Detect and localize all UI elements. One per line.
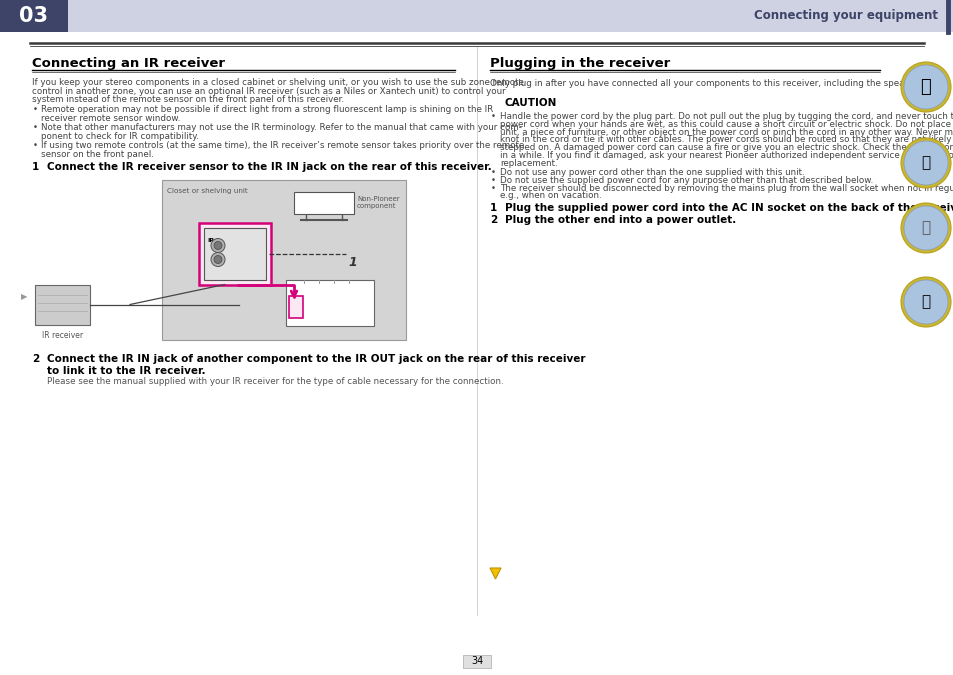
Text: to link it to the IR receiver.: to link it to the IR receiver. bbox=[47, 365, 206, 375]
Text: •: • bbox=[33, 124, 38, 132]
Circle shape bbox=[903, 280, 947, 324]
Text: 🔤: 🔤 bbox=[921, 294, 929, 310]
Text: •: • bbox=[491, 176, 496, 184]
FancyBboxPatch shape bbox=[162, 180, 406, 340]
Text: Plugging in the receiver: Plugging in the receiver bbox=[490, 57, 670, 70]
Text: Do not use any power cord other than the one supplied with this unit.: Do not use any power cord other than the… bbox=[499, 167, 803, 177]
Text: CAUTION: CAUTION bbox=[504, 97, 557, 107]
Text: Plug the supplied power cord into the AC IN socket on the back of the receiver.: Plug the supplied power cord into the AC… bbox=[504, 203, 953, 213]
Text: The receiver should be disconnected by removing the mains plug from the wall soc: The receiver should be disconnected by r… bbox=[499, 184, 953, 192]
Text: 📱: 📱 bbox=[921, 155, 929, 171]
Text: ponent to check for IR compatibility.: ponent to check for IR compatibility. bbox=[41, 132, 198, 141]
Circle shape bbox=[900, 277, 950, 327]
Text: ❓: ❓ bbox=[921, 221, 929, 236]
Text: system instead of the remote sensor on the front panel of this receiver.: system instead of the remote sensor on t… bbox=[32, 95, 344, 104]
Text: 1: 1 bbox=[490, 203, 497, 213]
Text: 1: 1 bbox=[348, 256, 356, 269]
Text: 03: 03 bbox=[19, 6, 49, 26]
Text: stepped on. A damaged power cord can cause a fire or give you an electric shock.: stepped on. A damaged power cord can cau… bbox=[499, 143, 953, 152]
Circle shape bbox=[900, 203, 950, 253]
FancyBboxPatch shape bbox=[286, 279, 374, 325]
Text: Please see the manual supplied with your IR receiver for the type of cable neces: Please see the manual supplied with your… bbox=[47, 377, 503, 385]
Text: control in another zone, you can use an optional IR receiver (such as a Niles or: control in another zone, you can use an … bbox=[32, 86, 505, 95]
Text: •: • bbox=[491, 184, 496, 192]
Text: If you keep your stereo components in a closed cabinet or shelving unit, or you : If you keep your stereo components in a … bbox=[32, 78, 523, 87]
Text: •: • bbox=[491, 167, 496, 177]
FancyBboxPatch shape bbox=[0, 0, 68, 32]
FancyBboxPatch shape bbox=[35, 284, 90, 325]
Text: !: ! bbox=[493, 98, 497, 107]
Text: sensor on the front panel.: sensor on the front panel. bbox=[41, 150, 153, 159]
Text: IR receiver: IR receiver bbox=[42, 331, 83, 340]
FancyBboxPatch shape bbox=[204, 227, 266, 279]
Text: •: • bbox=[33, 142, 38, 151]
Text: Non-Pioneer
component: Non-Pioneer component bbox=[356, 196, 399, 209]
FancyBboxPatch shape bbox=[199, 223, 271, 284]
Text: •: • bbox=[33, 105, 38, 115]
FancyBboxPatch shape bbox=[289, 296, 303, 317]
FancyBboxPatch shape bbox=[0, 0, 953, 32]
Circle shape bbox=[211, 252, 225, 267]
Text: Connecting an IR receiver: Connecting an IR receiver bbox=[32, 57, 225, 70]
Circle shape bbox=[211, 238, 225, 252]
Text: Connecting your equipment: Connecting your equipment bbox=[753, 9, 937, 22]
Circle shape bbox=[900, 62, 950, 112]
Text: Connect the IR receiver sensor to the IR IN jack on the rear of this receiver.: Connect the IR receiver sensor to the IR… bbox=[47, 163, 491, 173]
Text: 1: 1 bbox=[32, 163, 39, 173]
Text: 2: 2 bbox=[32, 354, 39, 364]
Circle shape bbox=[213, 242, 222, 250]
Circle shape bbox=[903, 65, 947, 109]
Text: •: • bbox=[491, 112, 496, 121]
Text: knot in the cord or tie it with other cables. The power cords should be routed s: knot in the cord or tie it with other ca… bbox=[499, 136, 953, 144]
Circle shape bbox=[900, 138, 950, 188]
Text: Remote operation may not be possible if direct light from a strong fluorescent l: Remote operation may not be possible if … bbox=[41, 105, 493, 115]
FancyBboxPatch shape bbox=[294, 192, 354, 213]
Text: Do not use the supplied power cord for any purpose other than that described bel: Do not use the supplied power cord for a… bbox=[499, 176, 872, 184]
FancyBboxPatch shape bbox=[462, 655, 491, 668]
Text: 2: 2 bbox=[490, 215, 497, 225]
Text: unit, a piece of furniture, or other object on the power cord or pinch the cord : unit, a piece of furniture, or other obj… bbox=[499, 128, 953, 136]
Polygon shape bbox=[490, 568, 500, 579]
Text: Closet or shelving unit: Closet or shelving unit bbox=[167, 188, 248, 194]
Text: IR: IR bbox=[207, 238, 214, 242]
Text: power cord when your hands are wet, as this could cause a short circuit or elect: power cord when your hands are wet, as t… bbox=[499, 119, 953, 129]
Text: If using two remote controls (at the same time), the IR receiver’s remote sensor: If using two remote controls (at the sam… bbox=[41, 142, 524, 151]
Text: replacement.: replacement. bbox=[499, 159, 558, 168]
Text: Handle the power cord by the plug part. Do not pull out the plug by tugging the : Handle the power cord by the plug part. … bbox=[499, 112, 953, 121]
Text: Note that other manufacturers may not use the IR terminology. Refer to the manua: Note that other manufacturers may not us… bbox=[41, 124, 521, 132]
Circle shape bbox=[903, 206, 947, 250]
Text: Connect the IR IN jack of another component to the IR OUT jack on the rear of th: Connect the IR IN jack of another compon… bbox=[47, 354, 585, 364]
Circle shape bbox=[903, 141, 947, 185]
Text: 34: 34 bbox=[471, 657, 482, 666]
Text: 📖: 📖 bbox=[920, 78, 930, 96]
Text: e.g., when on vacation.: e.g., when on vacation. bbox=[499, 192, 601, 200]
Text: ▶: ▶ bbox=[21, 292, 28, 301]
Text: Only plug in after you have connected all your components to this receiver, incl: Only plug in after you have connected al… bbox=[490, 79, 924, 88]
Text: Plug the other end into a power outlet.: Plug the other end into a power outlet. bbox=[504, 215, 736, 225]
Text: receiver remote sensor window.: receiver remote sensor window. bbox=[41, 114, 180, 123]
Circle shape bbox=[213, 256, 222, 263]
Text: in a while. If you find it damaged, ask your nearest Pioneer authorized independ: in a while. If you find it damaged, ask … bbox=[499, 151, 953, 160]
